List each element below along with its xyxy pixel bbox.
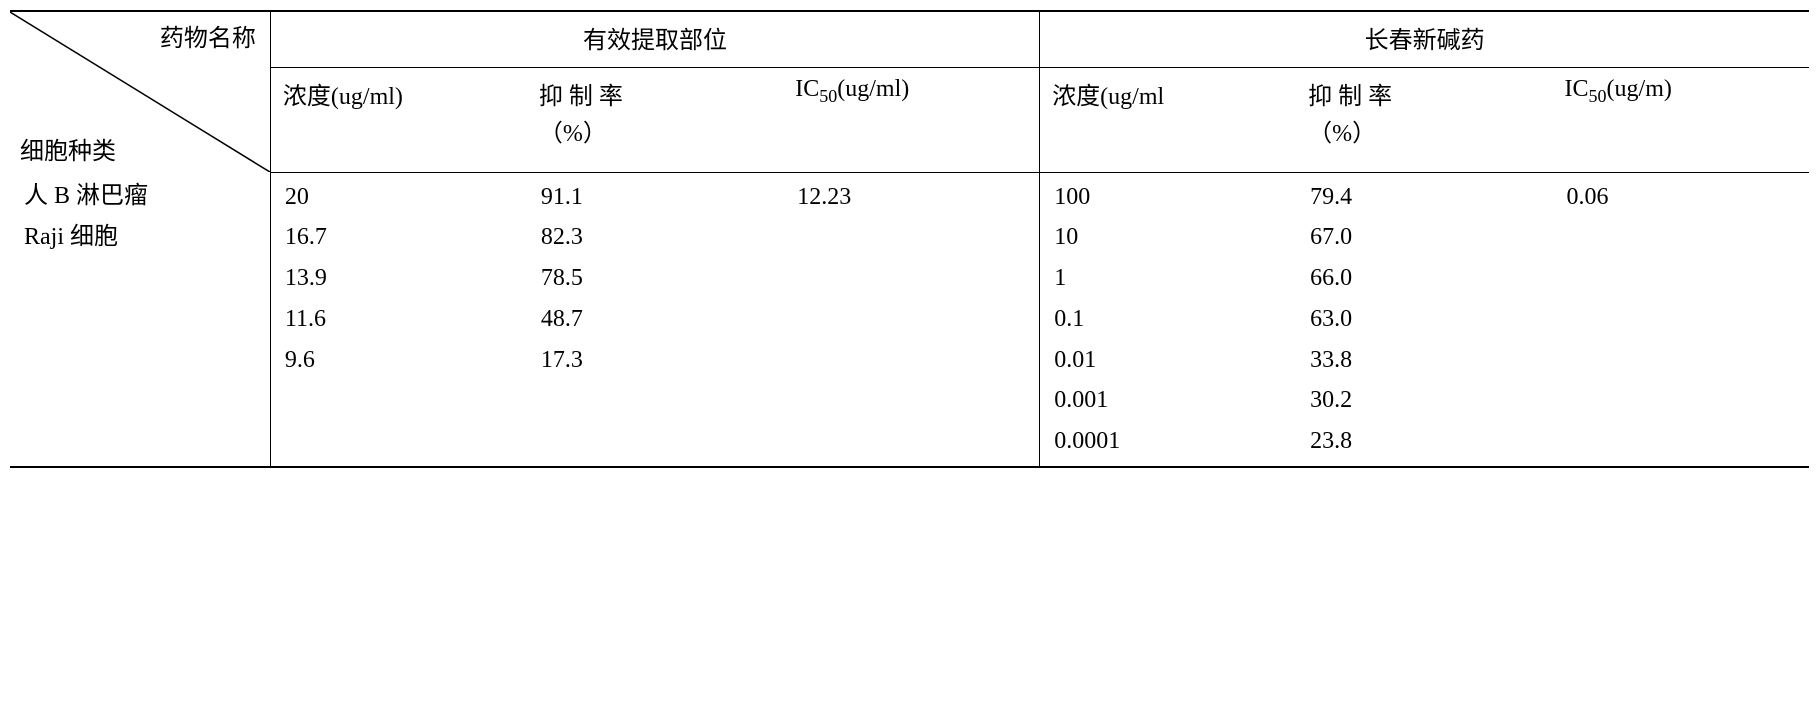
val: 0.01 [1052,340,1284,381]
ic50-unit-full: (ug/ml) [837,76,909,102]
table: 药物名称 细胞种类 有效提取部位 长春新碱药 浓度(ug/ml) 抑 制 率 （… [10,12,1809,466]
val: 0.1 [1052,299,1284,340]
ic50-unit-short: (ug/m) [1607,76,1672,102]
val: 16.7 [283,217,515,258]
val: 100 [1052,177,1284,218]
val: 13.9 [283,258,515,299]
cell-type: 人 B 淋巴瘤 Raji 细胞 [10,172,270,466]
header-row-1: 药物名称 细胞种类 有效提取部位 长春新碱药 [10,12,1809,67]
diag-top-label: 药物名称 [160,18,256,53]
val: 91.1 [539,177,771,218]
cell-type-line1: 人 B 淋巴瘤 [22,176,258,217]
g1-conc-values: 20 16.7 13.9 11.6 9.6 [270,172,526,466]
header-row-2: 浓度(ug/ml) 抑 制 率 （%） IC50(ug/ml) 浓度(ug/ml… [10,67,1809,172]
g1-ic50-header: IC50(ug/ml) [783,67,1039,172]
val: 20 [283,177,515,218]
inhib-label: 抑 制 率 [539,84,623,110]
val: 17.3 [539,340,771,381]
ic50-sub-2: 50 [1589,86,1607,106]
g2-ic50-value: 0.06 [1553,172,1809,466]
val: 0.001 [1052,380,1284,421]
g1-inhib-header: 抑 制 率 （%） [527,67,783,172]
val: 23.8 [1308,421,1540,462]
g2-inhib-values: 79.4 67.0 66.0 63.0 33.8 30.2 23.8 [1296,172,1552,466]
val: 12.23 [795,177,1027,218]
ic50-prefix-2: IC [1565,76,1589,102]
ic50-prefix: IC [795,76,819,102]
g2-conc-values: 100 10 1 0.1 0.01 0.001 0.0001 [1040,172,1296,466]
group1-header: 有效提取部位 [270,12,1039,67]
cell-type-line2: Raji 细胞 [22,217,258,258]
data-table: 药物名称 细胞种类 有效提取部位 长春新碱药 浓度(ug/ml) 抑 制 率 （… [10,10,1809,468]
inhib-unit: （%） [539,113,771,148]
diagonal-header-cell: 药物名称 细胞种类 [10,12,270,172]
g1-conc-header: 浓度(ug/ml) [270,67,526,172]
g2-inhib-header: 抑 制 率 （%） [1296,67,1552,172]
data-row: 人 B 淋巴瘤 Raji 细胞 20 16.7 13.9 11.6 9.6 91… [10,172,1809,466]
group2-header: 长春新碱药 [1040,12,1809,67]
val: 67.0 [1308,217,1540,258]
g1-ic50-value: 12.23 [783,172,1039,466]
val: 78.5 [539,258,771,299]
val: 48.7 [539,299,771,340]
val: 63.0 [1308,299,1540,340]
val: 66.0 [1308,258,1540,299]
val: 0.06 [1565,177,1797,218]
inhib-label-2: 抑 制 率 [1308,84,1392,110]
val: 10 [1052,217,1284,258]
g1-inhib-values: 91.1 82.3 78.5 48.7 17.3 [527,172,783,466]
val: 30.2 [1308,380,1540,421]
val: 79.4 [1308,177,1540,218]
val: 33.8 [1308,340,1540,381]
g2-conc-header: 浓度(ug/ml [1040,67,1296,172]
inhib-unit-2: （%） [1308,113,1540,148]
g2-ic50-header: IC50(ug/m) [1553,67,1809,172]
val: 82.3 [539,217,771,258]
diag-bottom-label: 细胞种类 [20,131,116,166]
val: 0.0001 [1052,421,1284,462]
ic50-sub: 50 [819,86,837,106]
val: 11.6 [283,299,515,340]
val: 1 [1052,258,1284,299]
val: 9.6 [283,340,515,381]
